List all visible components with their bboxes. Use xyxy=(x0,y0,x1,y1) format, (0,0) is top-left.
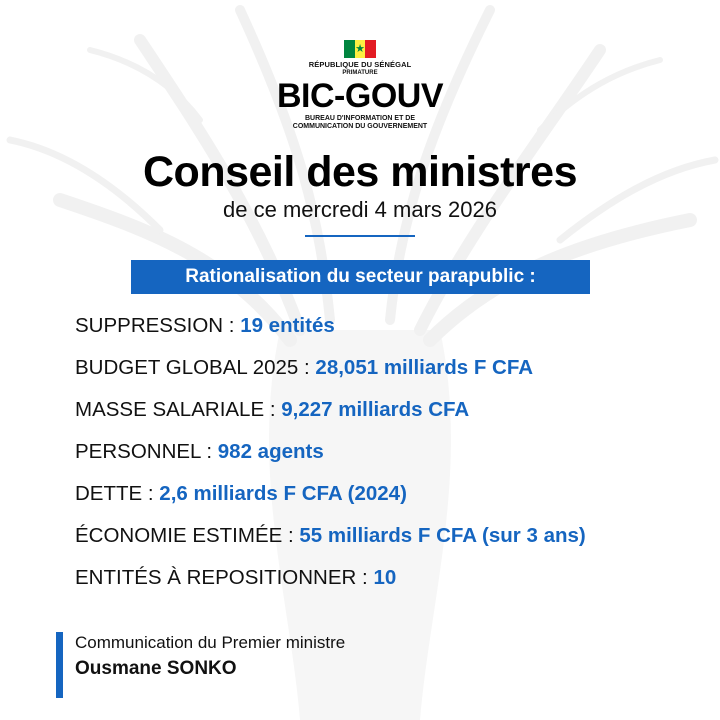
fact-label: DETTE : xyxy=(75,482,160,505)
fact-value: 55 milliards F CFA (sur 3 ans) xyxy=(299,524,586,547)
fact-label: SUPPRESSION : xyxy=(75,314,241,337)
fact-label: PERSONNEL : xyxy=(75,440,218,463)
fact-item: MASSE SALARIALE : 9,227 milliards CFA xyxy=(75,394,705,436)
fact-item: ENTITÉS À REPOSITIONNER : 10 xyxy=(75,562,705,604)
title-divider xyxy=(305,235,415,237)
fact-label: MASSE SALARIALE : xyxy=(75,398,282,421)
facts-list: SUPPRESSION : 19 entités BUDGET GLOBAL 2… xyxy=(75,310,705,604)
section-banner: Rationalisation du secteur parapublic : xyxy=(131,260,590,294)
senegal-flag-icon: ★ xyxy=(344,40,377,58)
fact-item: DETTE : 2,6 milliards F CFA (2024) xyxy=(75,478,705,520)
fact-item: ÉCONOMIE ESTIMÉE : 55 milliards F CFA (s… xyxy=(75,520,705,562)
bic-gouv-logo: BIC-GOUV xyxy=(277,77,444,115)
fact-label: ENTITÉS À REPOSITIONNER : xyxy=(75,566,374,589)
fact-value: 9,227 milliards CFA xyxy=(281,398,470,421)
fact-item: PERSONNEL : 982 agents xyxy=(75,436,705,478)
footer-author: Ousmane SONKO xyxy=(75,658,237,679)
republic-label: RÉPUBLIQUE DU SÉNÉGAL xyxy=(308,60,412,69)
fact-value: 2,6 milliards F CFA (2024) xyxy=(159,482,407,505)
page-title: Conseil des ministres xyxy=(143,148,578,196)
fact-label: BUDGET GLOBAL 2025 : xyxy=(75,356,316,379)
fact-value: 19 entités xyxy=(240,314,335,337)
bureau-caption: BUREAU D'INFORMATION ET DE COMMUNICATION… xyxy=(260,115,460,131)
fact-label: ÉCONOMIE ESTIMÉE : xyxy=(75,524,300,547)
fact-item: BUDGET GLOBAL 2025 : 28,051 milliards F … xyxy=(75,352,705,394)
flag-star-icon: ★ xyxy=(355,43,365,55)
bureau-line-2: COMMUNICATION DU GOUVERNEMENT xyxy=(292,123,428,130)
fact-value: 982 agents xyxy=(217,440,324,463)
bureau-line-1: BUREAU D'INFORMATION ET DE xyxy=(304,115,416,122)
footer-accent-bar xyxy=(56,632,63,698)
fact-value: 10 xyxy=(373,566,397,589)
page-subtitle: de ce mercredi 4 mars 2026 xyxy=(223,197,497,222)
footer-source: Communication du Premier ministre xyxy=(75,633,346,652)
fact-value: 28,051 milliards F CFA xyxy=(315,356,534,379)
primature-label: PRIMATURE xyxy=(342,70,378,76)
fact-item: SUPPRESSION : 19 entités xyxy=(75,310,705,352)
